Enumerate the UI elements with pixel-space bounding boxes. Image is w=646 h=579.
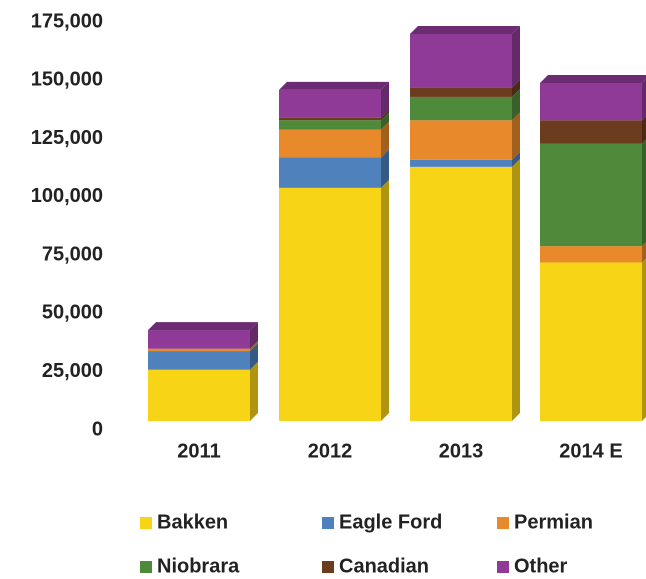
bar-segment [540,262,642,421]
x-tick-label: 2011 [177,440,220,462]
bar-side [250,322,258,349]
bar-segment [148,330,250,349]
bar-segment [279,120,381,130]
y-tick-label: 150,000 [31,69,103,91]
bar-segment [279,117,381,121]
bar-side [250,361,258,421]
y-tick-label: 100,000 [31,185,103,207]
bar-side [250,340,258,352]
bar-segment [148,369,250,421]
bar-side [642,78,646,121]
x-tick-label: 2012 [308,440,353,462]
bar-side [642,258,646,421]
y-tick-label: 0 [92,418,103,440]
legend-swatch [140,517,152,529]
bar-segment [148,348,250,352]
bar-segment [540,82,642,121]
bar-side [381,81,389,118]
y-tick-label: 50,000 [42,302,103,324]
legend-label: Other [514,555,568,577]
x-tick-label: 2014 E [559,440,622,462]
bar-segment [540,143,642,247]
bar-segment [410,33,512,88]
bar-segment [540,120,642,144]
bar-segment [279,89,381,118]
bar-segment [279,129,381,158]
legend-swatch [497,561,509,573]
legend-label: Permian [514,511,593,533]
bar-top [148,322,258,331]
y-tick-label: 175,000 [31,10,103,32]
bar-side [642,139,646,247]
legend-label: Bakken [157,511,228,533]
x-tick-label: 2013 [439,440,484,462]
y-tick-label: 125,000 [31,127,103,149]
bar-side [512,151,520,167]
bar-side [512,112,520,160]
legend-swatch [140,561,152,573]
bar-segment [410,159,512,167]
bar-top [279,81,389,90]
bar-side [381,179,389,421]
legend-swatch [497,517,509,529]
bar-top [540,74,646,83]
bar-side [512,25,520,88]
bar-segment [410,166,512,421]
bar-segment [410,87,512,97]
bar-side [381,121,389,158]
legend-label: Eagle Ford [339,511,442,533]
bar-side [250,343,258,370]
bar-segment [279,187,381,421]
bar-segment [410,120,512,160]
legend-label: Canadian [339,555,429,577]
bar-side [512,88,520,121]
bar-segment [410,96,512,121]
bar-segment [540,246,642,263]
bar-side [642,116,646,144]
y-tick-label: 75,000 [42,243,103,265]
bar-segment [148,351,250,370]
bar-side [512,79,520,97]
bar-side [381,149,389,188]
legend-swatch [322,561,334,573]
bar-side [512,158,520,422]
legend-label: Niobrara [157,555,240,577]
bar-top [410,25,520,34]
bar-side [381,109,389,121]
bar-side [381,112,389,130]
bar-side [642,242,646,263]
legend-swatch [322,517,334,529]
y-tick-label: 25,000 [42,360,103,382]
bar-segment [279,157,381,188]
